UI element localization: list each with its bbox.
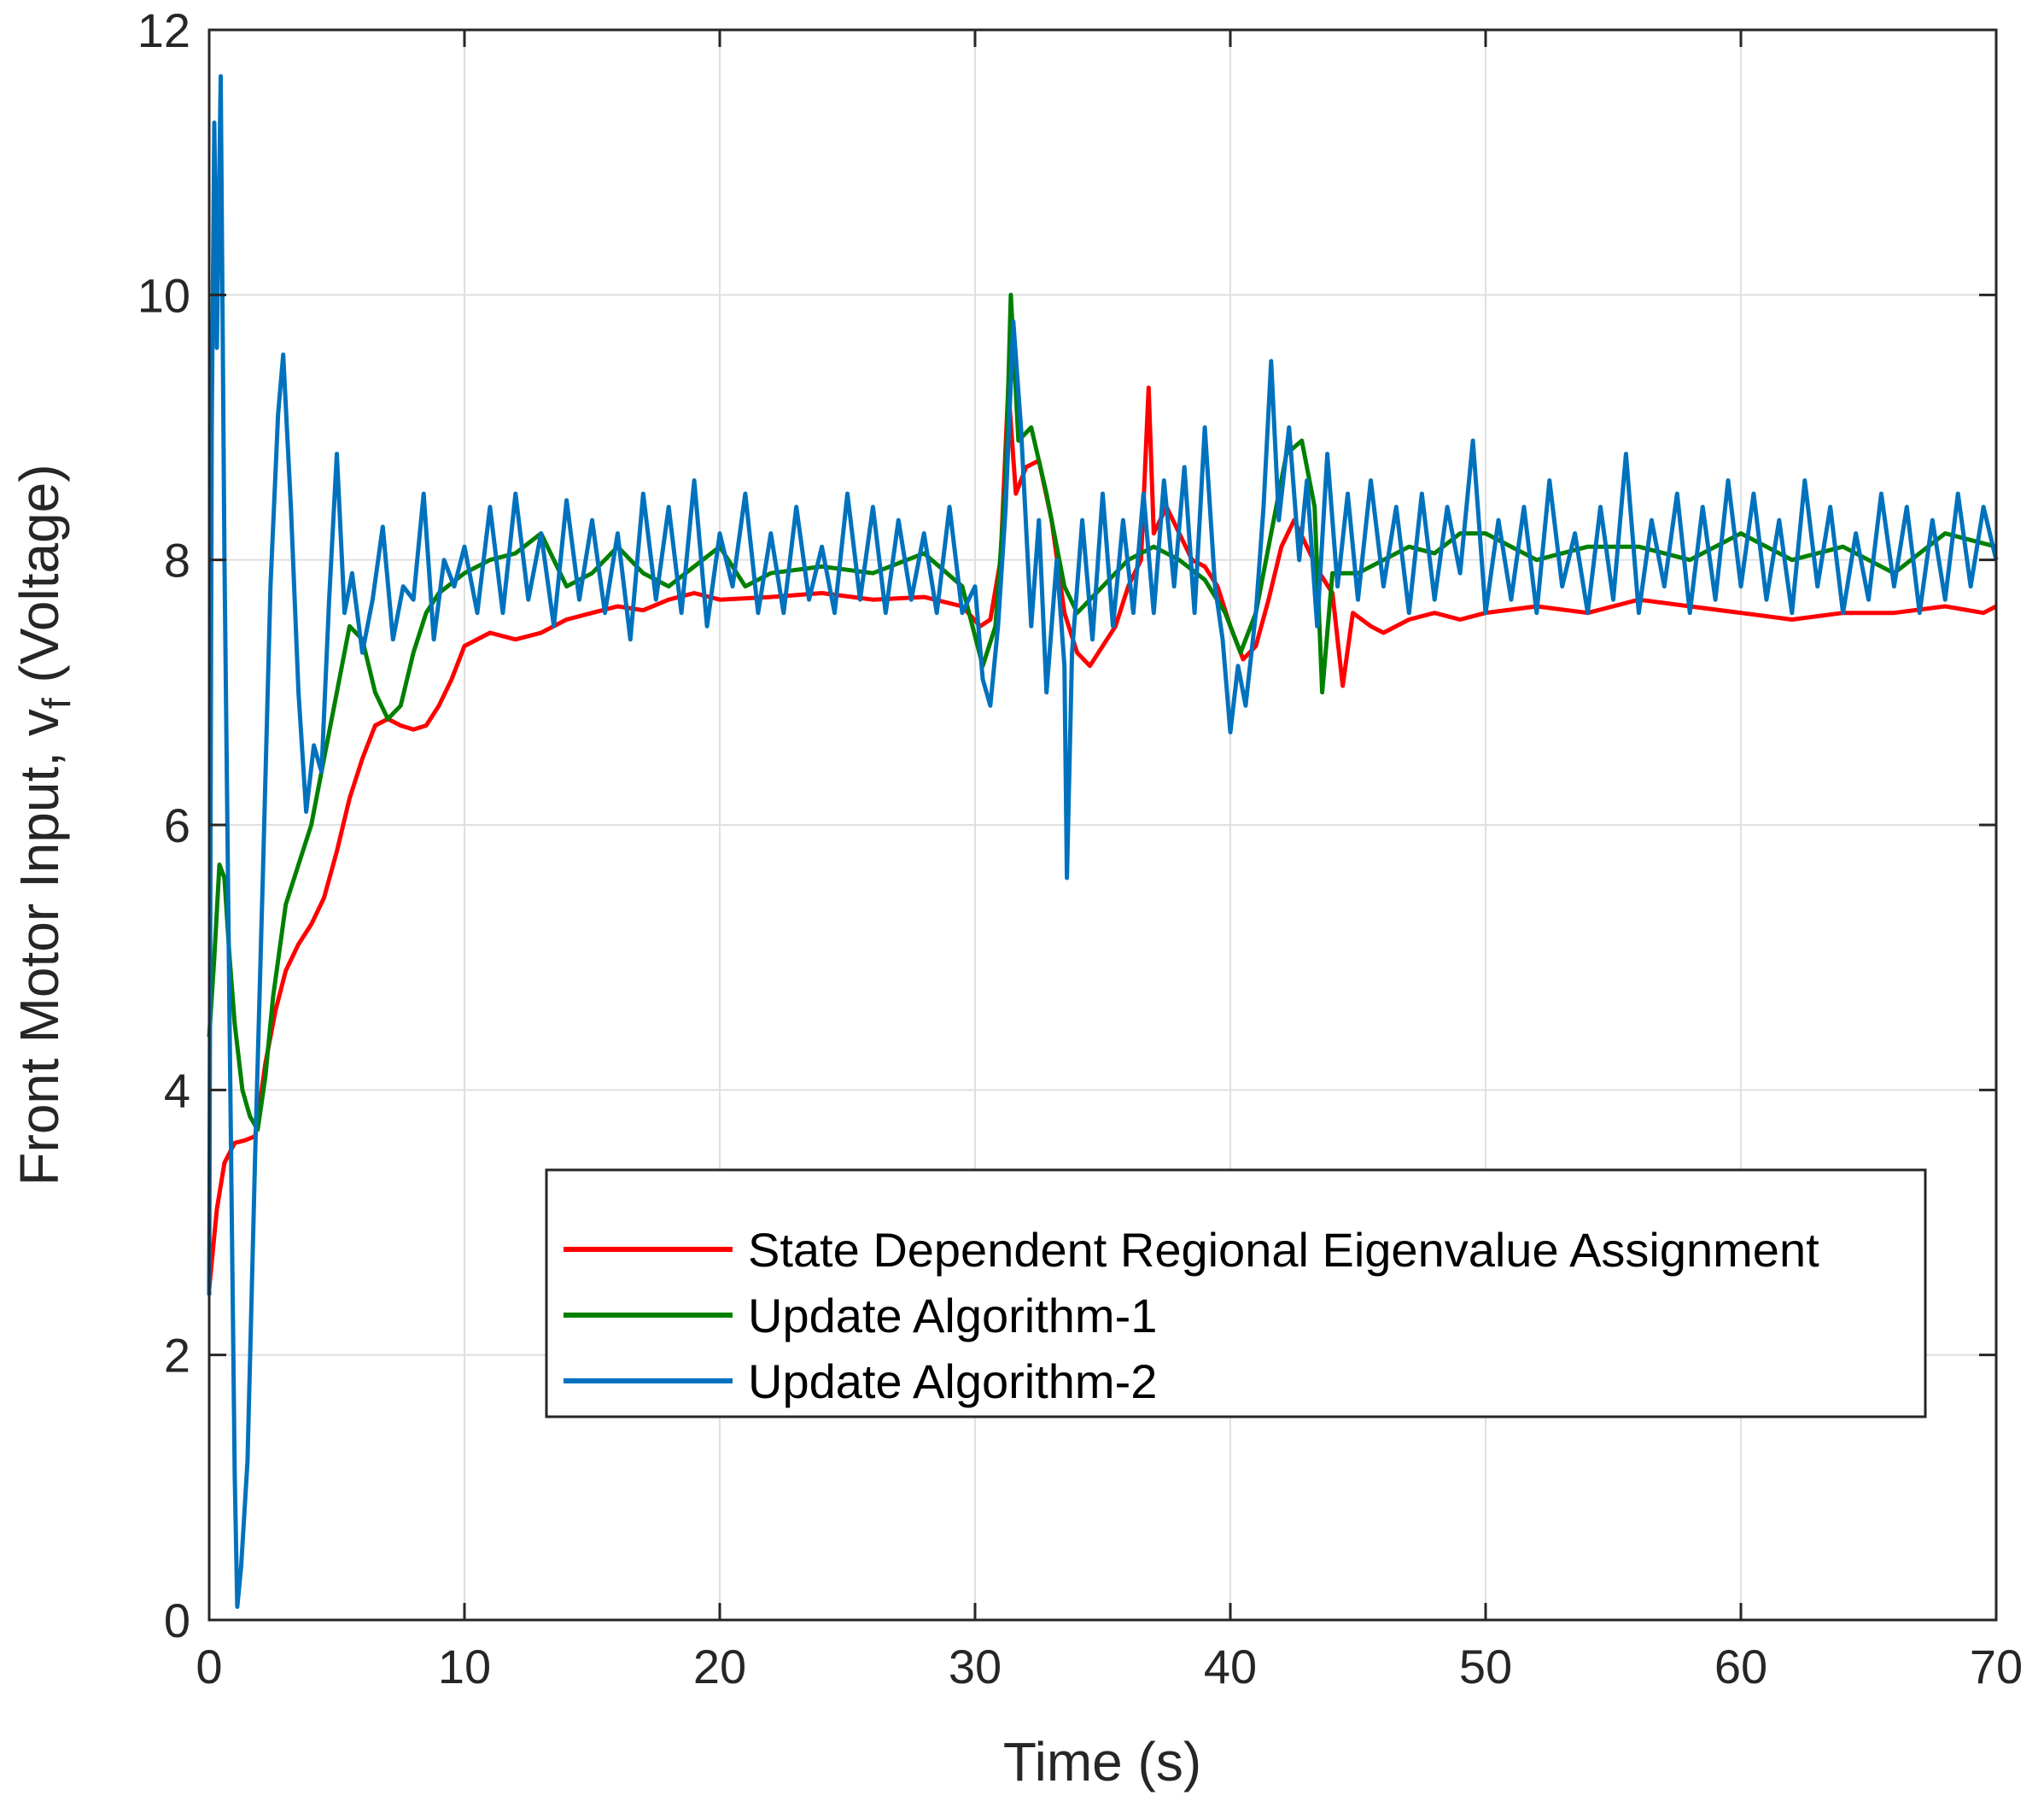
y-tick-label: 10 xyxy=(137,268,190,322)
y-tick-label: 2 xyxy=(164,1329,190,1383)
y-axis-label-main: Front Motor Input, v xyxy=(9,709,70,1185)
x-tick-label: 70 xyxy=(1970,1640,2023,1693)
y-axis-label-suffix: (Voltage) xyxy=(9,464,70,698)
legend-label-update-1: Update Algorithm-1 xyxy=(748,1289,1157,1342)
y-tick-label: 0 xyxy=(164,1594,190,1647)
series-lines xyxy=(207,73,1999,1609)
x-tick-label: 0 xyxy=(196,1640,222,1693)
y-tick-label: 4 xyxy=(164,1063,190,1117)
legend-label-update-2: Update Algorithm-2 xyxy=(748,1354,1157,1408)
series-line-update-2 xyxy=(207,73,1999,1609)
legend-label-sdrea: State Dependent Regional Eigenvalue Assi… xyxy=(748,1223,1819,1277)
y-tick-label: 12 xyxy=(137,3,190,57)
x-axis-label: Time (s) xyxy=(1003,1731,1201,1792)
x-tick-label: 40 xyxy=(1204,1640,1257,1693)
axis-ticks: 0 10 20 30 40 50 60 70 0 2 4 6 8 10 12 xyxy=(137,3,2023,1693)
legend: State Dependent Regional Eigenvalue Assi… xyxy=(545,1168,1927,1418)
y-axis-label-subscript: f xyxy=(34,698,79,709)
series-line-sdrea xyxy=(207,385,1998,1289)
y-axis-label: Front Motor Input, vf (Voltage) xyxy=(9,464,79,1185)
y-tick-label: 6 xyxy=(164,798,190,852)
x-tick-label: 10 xyxy=(438,1640,491,1693)
x-tick-label: 20 xyxy=(693,1640,746,1693)
legend-box xyxy=(545,1168,1927,1418)
x-tick-label: 50 xyxy=(1459,1640,1512,1693)
x-tick-label: 60 xyxy=(1714,1640,1767,1693)
y-tick-label: 8 xyxy=(164,534,190,588)
x-tick-label: 30 xyxy=(949,1640,1002,1693)
